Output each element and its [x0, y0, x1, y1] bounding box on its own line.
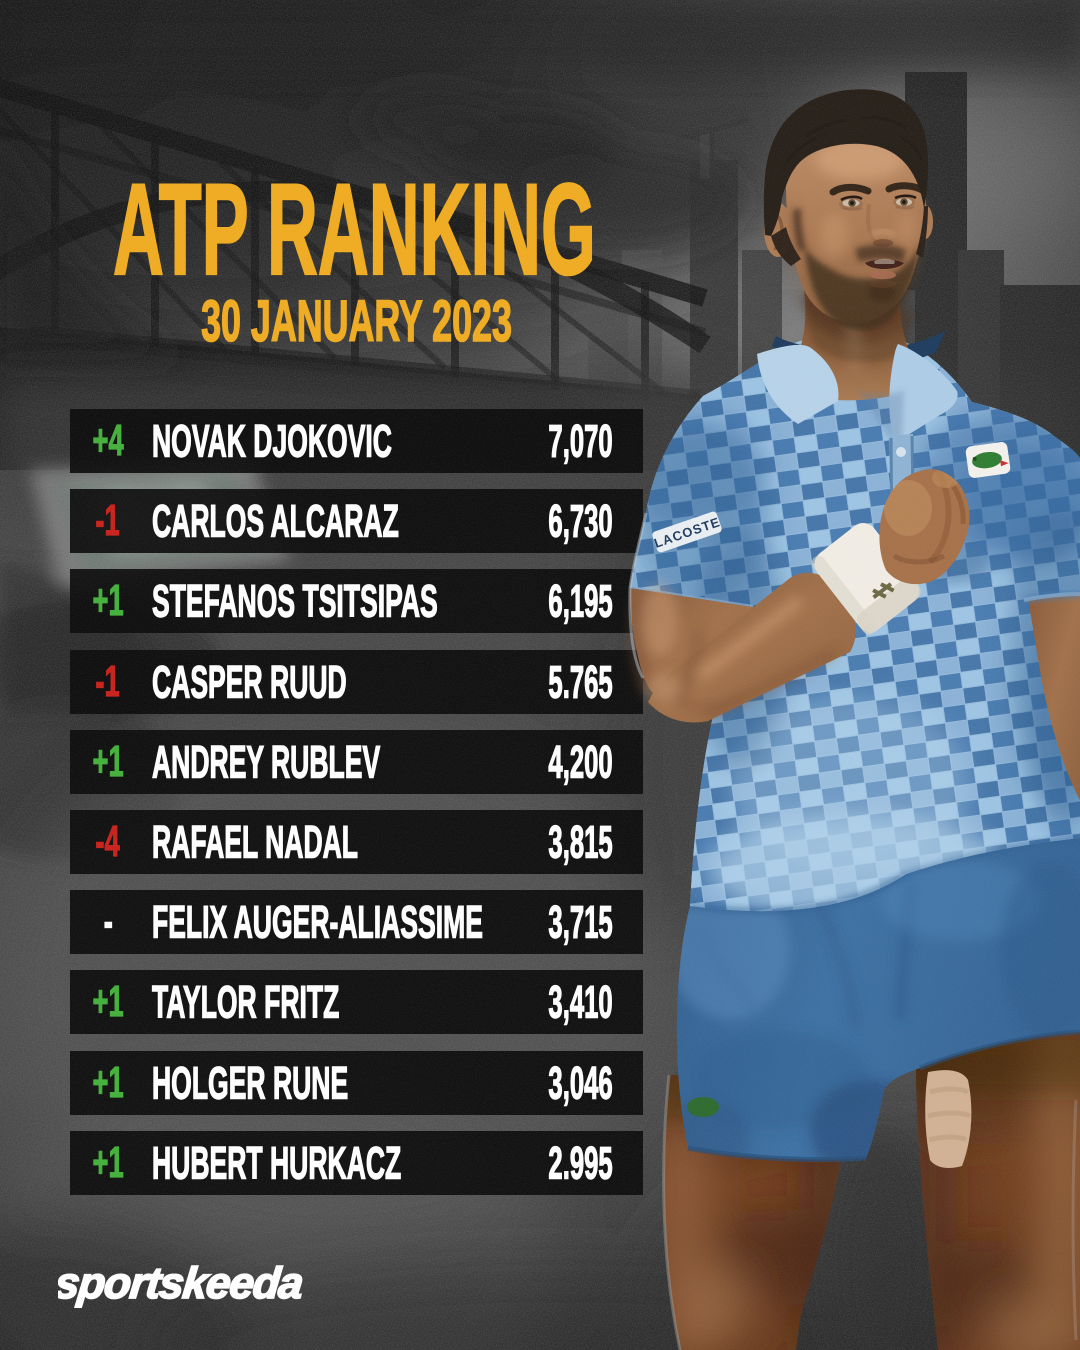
- svg-text:sportskeeda: sportskeeda: [58, 1259, 306, 1308]
